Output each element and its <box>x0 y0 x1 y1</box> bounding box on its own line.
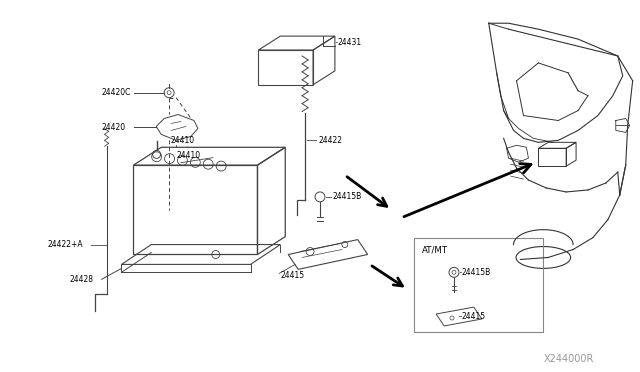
Text: 24422+A: 24422+A <box>47 240 83 249</box>
Text: 24410: 24410 <box>176 151 200 160</box>
Text: X244000R: X244000R <box>543 354 594 364</box>
Text: 24410: 24410 <box>171 136 195 145</box>
Text: 24415: 24415 <box>462 311 486 321</box>
Text: 24420: 24420 <box>102 123 126 132</box>
Text: 24415B: 24415B <box>333 192 362 201</box>
Text: AT/MT: AT/MT <box>422 245 449 254</box>
Text: 24415B: 24415B <box>462 268 491 277</box>
Text: 24420C: 24420C <box>102 88 131 97</box>
Text: 24431: 24431 <box>338 38 362 46</box>
Text: 24428: 24428 <box>70 275 94 284</box>
Text: 24422: 24422 <box>318 136 342 145</box>
Text: 24415: 24415 <box>280 271 305 280</box>
